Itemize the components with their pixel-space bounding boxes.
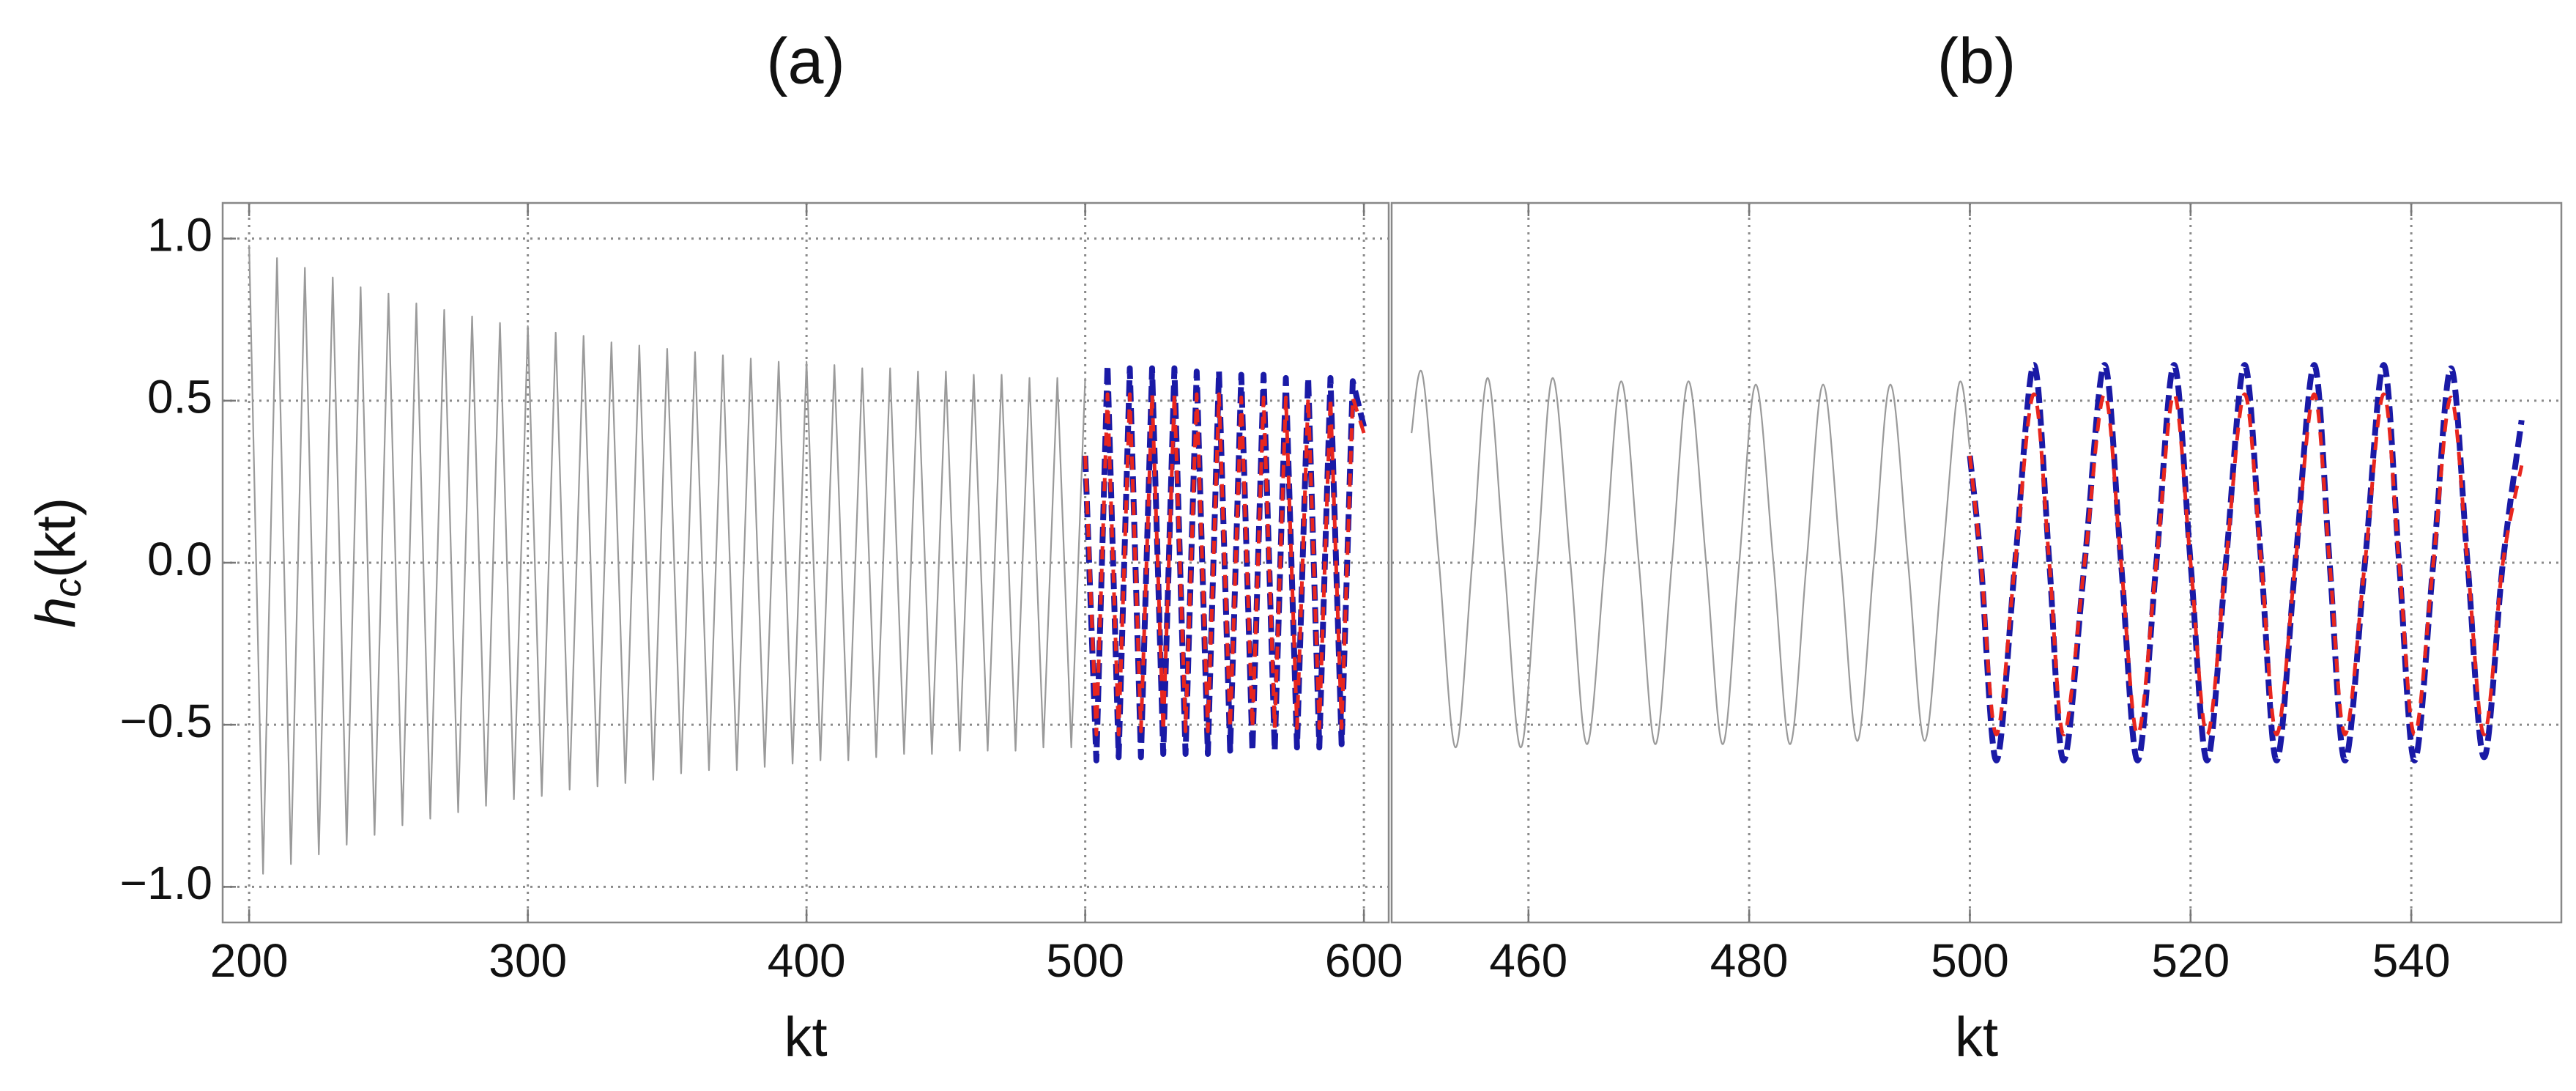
x-tick-label: 540 <box>2372 934 2451 987</box>
y-tick-label: −0.5 <box>120 695 212 747</box>
y-axis-label: hc(kt) <box>25 498 89 628</box>
data-line <box>1411 370 1971 749</box>
plot-area <box>248 245 1367 875</box>
panel-title: (a) <box>766 24 845 97</box>
y-label-argument: (kt) <box>25 498 87 578</box>
x-tick-label: 520 <box>2151 934 2230 987</box>
x-tick-label: 300 <box>489 934 567 987</box>
panel-title: (b) <box>1937 24 2016 97</box>
x-tick-label: 600 <box>1325 934 1403 987</box>
plot-area <box>1411 362 2525 763</box>
x-tick-label: 400 <box>768 934 846 987</box>
plot-frame <box>221 201 1390 924</box>
data-line <box>248 245 1086 875</box>
y-tick-label: −1.0 <box>120 857 212 909</box>
y-tick-label: 0.0 <box>147 533 212 585</box>
y-tick-label: 0.5 <box>147 371 212 424</box>
y-label-symbol: h <box>25 597 87 628</box>
x-tick-label: 480 <box>1710 934 1789 987</box>
x-axis-label: kt <box>1955 1006 1998 1068</box>
x-tick-label: 500 <box>1046 934 1124 987</box>
x-tick-label: 460 <box>1489 934 1567 987</box>
data-line <box>1967 392 2524 736</box>
x-tick-label: 500 <box>1931 934 2009 987</box>
plot-frame <box>1390 201 2563 924</box>
x-axis-label: kt <box>784 1006 827 1068</box>
y-tick-label: 1.0 <box>147 209 212 262</box>
x-tick-label: 200 <box>210 934 289 987</box>
data-line <box>1083 392 1366 736</box>
y-label-subscript: c <box>47 578 89 597</box>
